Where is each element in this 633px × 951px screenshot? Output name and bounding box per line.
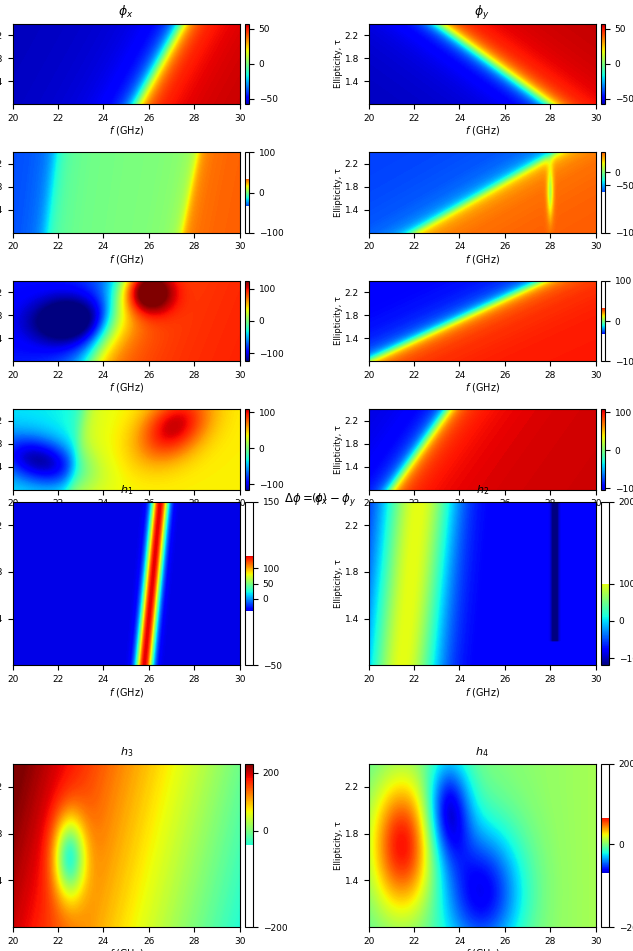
Title: $h_3$: $h_3$ bbox=[120, 746, 133, 759]
Y-axis label: Ellipticity, τ: Ellipticity, τ bbox=[334, 821, 343, 870]
X-axis label: $f$ (GHz): $f$ (GHz) bbox=[465, 947, 500, 951]
X-axis label: $f$ (GHz): $f$ (GHz) bbox=[465, 686, 500, 699]
X-axis label: $f$ (GHz): $f$ (GHz) bbox=[465, 381, 500, 395]
Y-axis label: Ellipticity, τ: Ellipticity, τ bbox=[334, 39, 343, 88]
X-axis label: $f$ (GHz): $f$ (GHz) bbox=[108, 510, 144, 523]
X-axis label: $f$ (GHz): $f$ (GHz) bbox=[108, 253, 144, 265]
Title: $\phi_y$: $\phi_y$ bbox=[475, 4, 490, 22]
X-axis label: $f$ (GHz): $f$ (GHz) bbox=[108, 381, 144, 395]
Y-axis label: Ellipticity, τ: Ellipticity, τ bbox=[334, 425, 343, 474]
Title: $h_2$: $h_2$ bbox=[475, 483, 489, 497]
Text: (c): (c) bbox=[312, 492, 327, 502]
Title: $\phi_x$: $\phi_x$ bbox=[118, 4, 134, 20]
Title: $h_4$: $h_4$ bbox=[475, 746, 489, 759]
Text: $\Delta\phi = \phi_x - \phi_y$: $\Delta\phi = \phi_x - \phi_y$ bbox=[284, 491, 356, 508]
Y-axis label: Ellipticity, τ: Ellipticity, τ bbox=[334, 297, 343, 345]
X-axis label: $f$ (GHz): $f$ (GHz) bbox=[108, 125, 144, 137]
Y-axis label: Ellipticity, τ: Ellipticity, τ bbox=[334, 559, 343, 608]
Title: $h_1$: $h_1$ bbox=[120, 483, 133, 497]
Y-axis label: Ellipticity, τ: Ellipticity, τ bbox=[334, 168, 343, 217]
X-axis label: $f$ (GHz): $f$ (GHz) bbox=[465, 125, 500, 137]
X-axis label: $f$ (GHz): $f$ (GHz) bbox=[465, 253, 500, 265]
X-axis label: $f$ (GHz): $f$ (GHz) bbox=[108, 947, 144, 951]
X-axis label: $f$ (GHz): $f$ (GHz) bbox=[465, 510, 500, 523]
X-axis label: $f$ (GHz): $f$ (GHz) bbox=[108, 686, 144, 699]
